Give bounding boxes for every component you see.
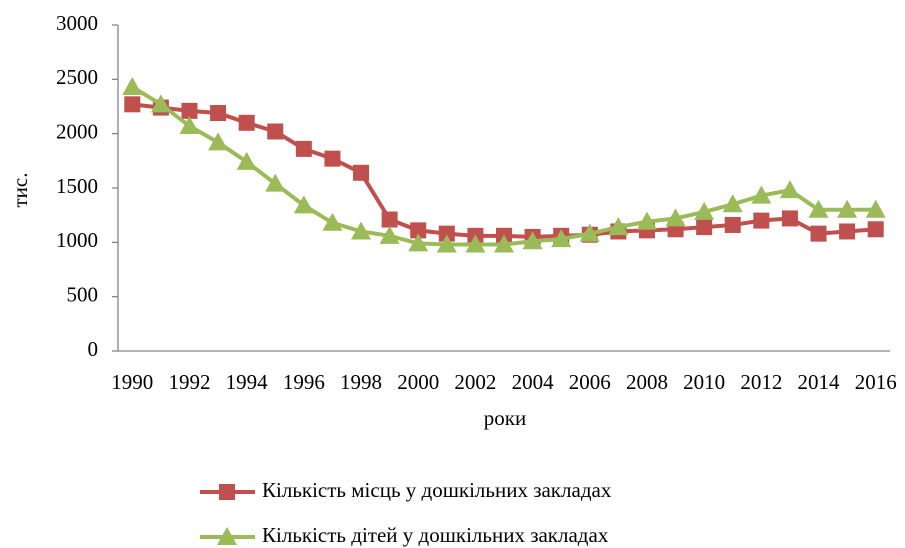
- marker: [150, 94, 171, 113]
- y-tick-label: 0: [88, 337, 99, 361]
- marker: [465, 234, 486, 253]
- legend-label: Кількість місць у дошкільних закладах: [262, 478, 612, 502]
- x-tick-label: 1994: [226, 370, 269, 394]
- y-tick-label: 500: [67, 282, 99, 306]
- marker: [779, 180, 800, 199]
- x-tick-label: 1998: [340, 370, 382, 394]
- marker: [379, 225, 400, 244]
- marker: [694, 201, 715, 220]
- marker: [867, 221, 884, 238]
- marker: [353, 164, 370, 181]
- y-tick-label: 2000: [56, 119, 98, 143]
- marker: [122, 76, 143, 95]
- marker: [436, 234, 457, 253]
- marker: [181, 102, 198, 119]
- marker: [295, 140, 312, 157]
- marker: [494, 234, 514, 253]
- marker: [722, 194, 743, 213]
- x-tick-label: 2000: [397, 370, 439, 394]
- marker: [124, 96, 141, 113]
- x-tick-label: 2014: [798, 370, 841, 394]
- marker: [579, 223, 600, 242]
- marker: [865, 199, 886, 218]
- marker: [210, 105, 227, 122]
- marker: [236, 151, 257, 170]
- marker: [438, 225, 455, 242]
- marker: [324, 150, 341, 167]
- marker: [839, 223, 856, 240]
- x-tick-label: 1992: [168, 370, 210, 394]
- marker: [351, 221, 372, 240]
- y-tick-label: 2500: [56, 65, 98, 89]
- marker: [751, 185, 772, 204]
- y-tick-label: 3000: [56, 11, 98, 35]
- marker: [208, 132, 229, 151]
- legend-label: Кількість дітей у дошкільних закладах: [262, 523, 609, 547]
- x-tick-label: 1996: [283, 370, 325, 394]
- x-tick-label: 2010: [683, 370, 725, 394]
- legend-marker: [217, 527, 237, 545]
- marker: [753, 212, 770, 229]
- y-tick-label: 1000: [56, 228, 98, 252]
- marker: [265, 173, 286, 192]
- x-tick-label: 2004: [512, 370, 555, 394]
- x-tick-label: 1990: [111, 370, 153, 394]
- marker: [810, 225, 827, 242]
- marker: [608, 217, 629, 236]
- marker: [267, 123, 284, 140]
- x-tick-label: 2012: [740, 370, 782, 394]
- marker: [293, 195, 314, 214]
- marker: [696, 219, 713, 236]
- marker: [808, 199, 829, 218]
- x-tick-label: 2016: [855, 370, 897, 394]
- marker: [665, 208, 686, 227]
- x-tick-label: 2002: [454, 370, 496, 394]
- marker: [724, 216, 741, 233]
- marker: [522, 231, 543, 250]
- x-axis-label: роки: [484, 406, 526, 430]
- marker: [408, 233, 429, 252]
- x-tick-label: 2008: [626, 370, 668, 394]
- marker: [636, 211, 657, 230]
- marker: [410, 222, 427, 239]
- y-tick-label: 1500: [56, 174, 98, 198]
- y-axis-label: тис.: [8, 173, 32, 208]
- marker: [322, 212, 343, 231]
- marker: [781, 210, 798, 227]
- marker: [837, 199, 858, 218]
- x-tick-label: 2006: [569, 370, 611, 394]
- legend-marker: [219, 484, 235, 500]
- marker: [381, 211, 398, 228]
- marker: [238, 114, 255, 131]
- marker: [551, 229, 572, 248]
- marker: [179, 116, 200, 135]
